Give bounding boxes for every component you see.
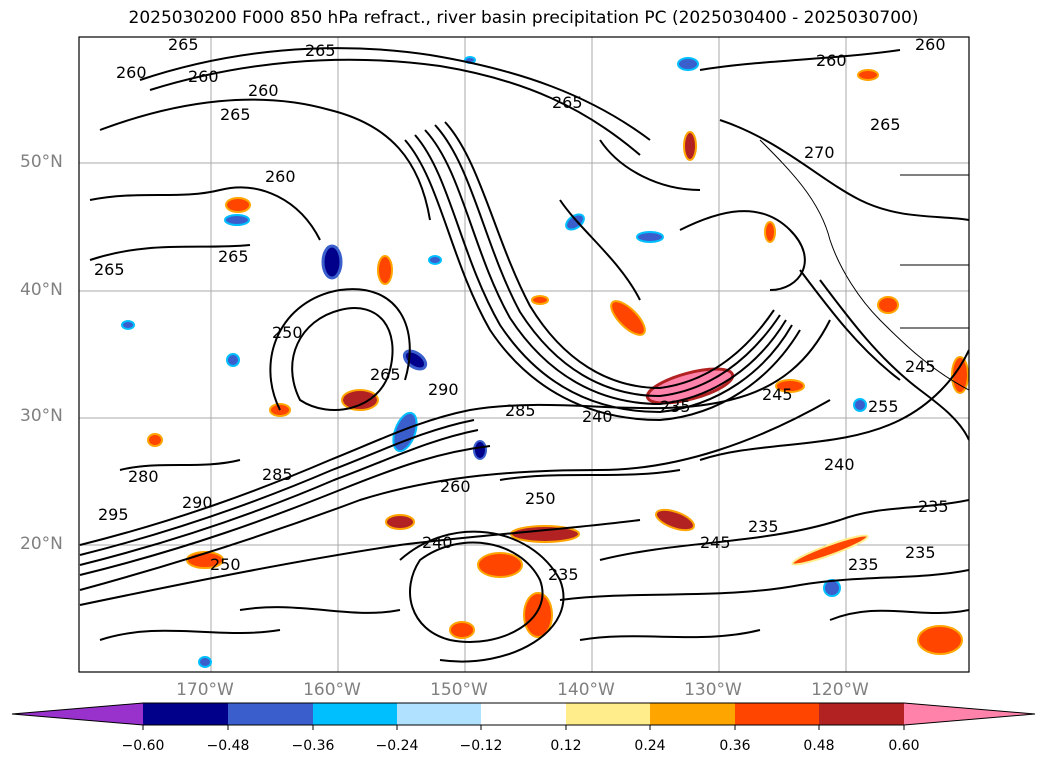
contour-label: 260 xyxy=(116,63,147,82)
lon-label-160w: 160°W xyxy=(303,680,361,700)
contour-label: 245 xyxy=(700,533,731,552)
colorbar-segment xyxy=(313,703,397,725)
colorbar-segment xyxy=(819,703,904,725)
contour-label: 280 xyxy=(128,467,159,486)
colorbar-tick-label: 0.48 xyxy=(803,738,835,754)
contour-label: 260 xyxy=(188,67,219,86)
contour-label: 235 xyxy=(905,543,936,562)
lon-label-120w: 120°W xyxy=(811,680,869,700)
contour-label: 255 xyxy=(868,397,899,416)
contour-label: 265 xyxy=(870,115,901,134)
contour-label: 260 xyxy=(440,477,471,496)
contour-label: 270 xyxy=(804,143,835,162)
contour-label: 235 xyxy=(548,565,579,584)
map-frame xyxy=(78,36,970,673)
lon-label-170w: 170°W xyxy=(176,680,234,700)
contour-label: 245 xyxy=(905,357,936,376)
colorbar-tick-label: −0.36 xyxy=(291,738,335,754)
contour-label: 285 xyxy=(262,465,293,484)
colorbar-segment xyxy=(650,703,735,725)
coastline xyxy=(759,139,969,391)
contour-label: 235 xyxy=(748,517,779,536)
colorbar-tick-label: −0.48 xyxy=(206,738,250,754)
contour-label: 260 xyxy=(816,51,847,70)
contour-label: 295 xyxy=(98,505,129,524)
contour-label: 265 xyxy=(220,105,251,124)
colorbar-segment xyxy=(735,703,819,725)
colorbar-tick-label: −0.12 xyxy=(459,738,503,754)
colorbar-segment xyxy=(566,703,650,725)
contour-label: 240 xyxy=(824,455,855,474)
colorbar-tick-label: 0.12 xyxy=(550,738,582,754)
lat-label-30n: 30°N xyxy=(20,406,63,426)
colorbar xyxy=(11,702,1036,730)
colorbar-segment xyxy=(143,703,228,725)
map-title: 2025030200 F000 850 hPa refract., river … xyxy=(128,8,919,28)
contour-label: 265 xyxy=(94,260,125,279)
contour-label: 240 xyxy=(422,533,453,552)
contour-label: 290 xyxy=(182,493,213,512)
contour-label: 265 xyxy=(168,35,199,54)
contour-label: 235 xyxy=(848,555,879,574)
contour-label: 235 xyxy=(918,497,949,516)
contour-label: 285 xyxy=(505,401,536,420)
colorbar-tick-label: −0.60 xyxy=(121,738,165,754)
refractivity-contours xyxy=(79,47,969,663)
contour-label: 265 xyxy=(218,247,249,266)
contour-label: 260 xyxy=(915,35,946,54)
colorbar-tick-label: 0.24 xyxy=(634,738,666,754)
contour-label: 260 xyxy=(248,81,279,100)
lat-label-50n: 50°N xyxy=(20,152,63,172)
lon-label-150w: 150°W xyxy=(430,680,488,700)
lon-label-130w: 130°W xyxy=(684,680,742,700)
contour-label: 265 xyxy=(552,93,583,112)
precipitation-shading xyxy=(121,56,969,668)
colorbar-tick-label: 0.60 xyxy=(888,738,920,754)
contour-label: 235 xyxy=(660,397,691,416)
colorbar-segment xyxy=(397,703,481,725)
colorbar-segment xyxy=(228,703,313,725)
contour-label: 290 xyxy=(428,380,459,399)
lat-label-40n: 40°N xyxy=(20,280,63,300)
colorbar-extend-left xyxy=(12,703,143,725)
colorbar-extend-right xyxy=(904,703,1035,725)
contour-label: 250 xyxy=(525,489,556,508)
colorbar-tick-label: 0.36 xyxy=(719,738,751,754)
contour-label: 250 xyxy=(272,323,303,342)
contour-label: 265 xyxy=(305,41,336,60)
contour-label: 250 xyxy=(210,555,241,574)
contour-label: 260 xyxy=(265,167,296,186)
colorbar-tick-label: −0.24 xyxy=(375,738,419,754)
lat-label-20n: 20°N xyxy=(20,534,63,554)
lon-label-140w: 140°W xyxy=(557,680,615,700)
contour-labels: 265 260 260 265 265 260 265 260 260 265 … xyxy=(94,35,949,584)
contour-label: 240 xyxy=(582,407,613,426)
contour-label: 245 xyxy=(762,385,793,404)
colorbar-segment xyxy=(481,703,566,725)
contour-label: 265 xyxy=(370,365,401,384)
